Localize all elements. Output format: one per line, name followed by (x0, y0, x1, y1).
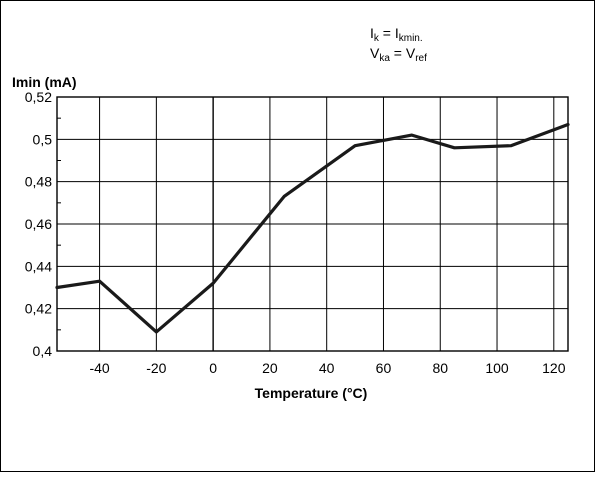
x-tick-label: 60 (376, 360, 392, 376)
annotations: Ik = Ikmin. Vka = Vref (370, 25, 427, 64)
x-tick-label: 120 (542, 360, 566, 376)
y-axis-title: Imin (mA) (12, 74, 77, 90)
y-tick-label: 0,52 (25, 89, 52, 105)
grid (57, 96, 568, 352)
y-tick-label: 0,44 (25, 258, 52, 274)
x-tick-label: 0 (209, 360, 217, 376)
x-tick-label: 100 (485, 360, 509, 376)
x-axis-title: Temperature (°C) (255, 385, 368, 401)
y-tick-label: 0,4 (33, 343, 53, 359)
y-tick-labels: 0,4 0,42 0,44 0,46 0,48 0,5 0,52 (25, 89, 52, 359)
annotation-ik: Ik = Ikmin. (370, 25, 423, 44)
y-tick-label: 0,48 (25, 174, 52, 190)
annotation-vka: Vka = Vref (370, 45, 427, 64)
x-tick-label: 80 (432, 360, 448, 376)
y-tick-label: 0,5 (33, 131, 53, 147)
y-tick-label: 0,46 (25, 216, 52, 232)
x-tick-label: 20 (262, 360, 278, 376)
x-tick-label: 40 (319, 360, 335, 376)
series-group (55, 122, 570, 334)
series-line (55, 122, 570, 334)
x-tick-label: -20 (146, 360, 166, 376)
x-tick-label: -40 (89, 360, 109, 376)
y-tick-label: 0,42 (25, 301, 52, 317)
x-tick-labels: -40 -20 0 20 40 60 80 100 120 (89, 360, 565, 376)
